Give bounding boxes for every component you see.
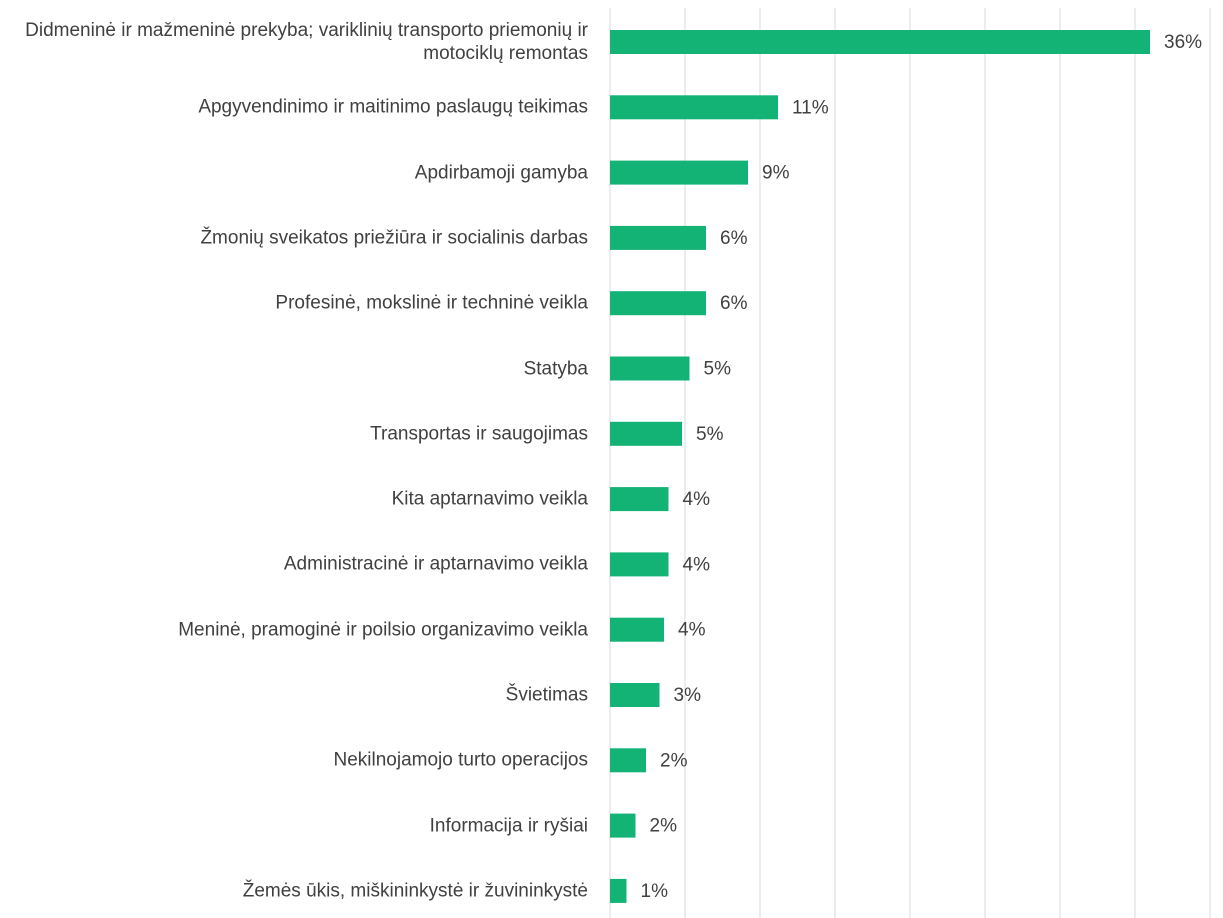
- bar: [610, 160, 748, 185]
- category-label: Nekilnojamojo turto operacijos: [333, 749, 588, 771]
- bar: [610, 617, 664, 642]
- data-label: 4%: [683, 554, 711, 575]
- bar: [610, 225, 706, 250]
- bar: [610, 878, 627, 903]
- data-label: 5%: [704, 359, 732, 380]
- data-label: 4%: [678, 620, 706, 641]
- data-label: 2%: [660, 750, 688, 771]
- bar: [610, 95, 778, 120]
- bar: [610, 30, 1150, 54]
- category-label: Švietimas: [505, 684, 588, 706]
- category-label: Informacija ir ryšiai: [429, 815, 588, 837]
- category-label: Profesinė, mokslinė ir techninė veikla: [275, 292, 588, 314]
- bar: [610, 683, 660, 707]
- bar: [610, 421, 682, 446]
- category-label: Apdirbamoji gamyba: [414, 162, 588, 184]
- data-label: 5%: [696, 424, 724, 445]
- category-label: Apgyvendinimo ir maitinimo paslaugų teik…: [198, 96, 588, 118]
- bar: [610, 356, 690, 381]
- bar: [610, 552, 669, 577]
- bar: [610, 291, 706, 316]
- category-label: Žmonių sveikatos priežiūra ir socialinis…: [200, 227, 588, 249]
- data-label: 3%: [674, 685, 702, 706]
- category-label: Administracinė ir aptarnavimo veikla: [283, 553, 588, 575]
- data-label: 4%: [683, 489, 711, 510]
- category-label: Meninė, pramoginė ir poilsio organizavim…: [178, 619, 588, 641]
- bar: [610, 813, 636, 838]
- bar: [610, 748, 646, 773]
- bar: [610, 487, 669, 512]
- category-label: Žemės ūkis, miškininkystė ir žuvininkyst…: [242, 880, 588, 902]
- data-label: 6%: [720, 228, 748, 249]
- data-label: 2%: [650, 816, 678, 837]
- data-label: 1%: [641, 881, 669, 902]
- data-label: 6%: [720, 293, 748, 314]
- category-label: Didmeninė ir mažmeninė prekyba; variklin…: [25, 20, 588, 64]
- category-label: Transportas ir saugojimas: [370, 423, 588, 445]
- category-label: Statyba: [523, 358, 588, 379]
- data-label: 9%: [762, 163, 790, 184]
- category-label: Kita aptarnavimo veikla: [391, 488, 588, 510]
- data-label: 11%: [792, 97, 829, 118]
- data-label: 36%: [1164, 32, 1202, 53]
